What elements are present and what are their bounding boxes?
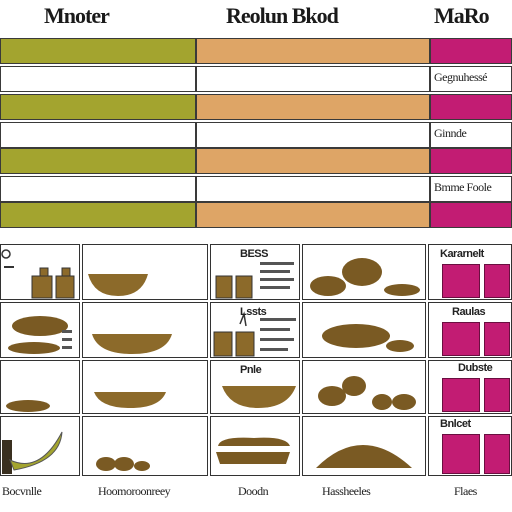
magenta-tile xyxy=(442,264,480,298)
grid-label: Lssts xyxy=(240,306,267,318)
band-cell-blank xyxy=(0,176,196,202)
band-cell-olive xyxy=(0,202,196,228)
grid-label: Raulas xyxy=(452,306,486,318)
band-cell-blank xyxy=(196,122,430,148)
food-illustration-pastries xyxy=(318,376,416,410)
food-illustration-bread xyxy=(310,258,420,296)
food-illustration-flatbread xyxy=(6,400,50,412)
band-cell-blank xyxy=(0,122,196,148)
column-header-3: MaRo xyxy=(434,3,490,28)
food-illustration-jars xyxy=(213,311,296,357)
grid-label: Pnle xyxy=(240,364,262,376)
footer-label-4: Hassheeles xyxy=(322,484,371,498)
band-cell-tan xyxy=(196,148,430,174)
band-cell-tan xyxy=(196,38,430,64)
food-illustration-jars xyxy=(1,249,75,299)
band-cell-olive xyxy=(0,148,196,174)
band-cell-tan xyxy=(196,94,430,120)
food-illustration-bowl xyxy=(92,334,172,354)
band-cell-blank xyxy=(196,66,430,92)
band-cell-olive xyxy=(0,94,196,120)
grid-label: Dubste xyxy=(458,362,493,374)
band-cell-blank xyxy=(0,66,196,92)
food-illustration-roast xyxy=(322,324,414,352)
side-label-1: Gegnuhessé xyxy=(434,70,487,84)
band-cell-blank xyxy=(196,176,430,202)
food-illustration-bowl xyxy=(88,274,148,296)
food-illustration-rolls xyxy=(96,457,150,471)
food-illustration-bowl xyxy=(94,392,166,408)
band-cell-magenta xyxy=(430,38,512,64)
food-illustration-bowl xyxy=(222,386,296,408)
column-header-2: Reolun Bkod xyxy=(226,3,339,28)
footer-label-3: Doodn xyxy=(238,484,269,498)
column-header-1: Mnoter xyxy=(44,3,110,28)
band-cell-blank xyxy=(430,66,512,92)
food-illustration-tray xyxy=(216,437,290,464)
side-label-2: Ginnde xyxy=(434,126,467,140)
band-cell-blank xyxy=(430,176,512,202)
magenta-tile xyxy=(484,264,510,298)
footer-label-5: Flaes xyxy=(454,484,477,498)
food-illustration-loaf xyxy=(8,316,72,354)
footer-label-1: Bocvnlle xyxy=(2,484,42,498)
magenta-tile xyxy=(484,322,510,356)
magenta-tile xyxy=(442,378,480,412)
band-cell-tan xyxy=(196,202,430,228)
band-cell-magenta xyxy=(430,148,512,174)
side-label-3: Bmme Foole xyxy=(434,180,492,194)
magenta-tile xyxy=(484,434,510,474)
band-cell-magenta xyxy=(430,94,512,120)
grid-cell xyxy=(82,360,208,414)
magenta-tile xyxy=(442,434,480,474)
footer-label-2: Hoomoroonreey xyxy=(98,484,171,498)
band-cell-magenta xyxy=(430,202,512,228)
food-illustration-dome xyxy=(316,445,412,468)
food-illustration-banana xyxy=(2,431,63,474)
band-cell-olive xyxy=(0,38,196,64)
grid-label: Bnlcet xyxy=(440,418,471,430)
grid-label: BESS xyxy=(240,248,268,260)
magenta-tile xyxy=(442,322,480,356)
food-illustration-jars xyxy=(215,262,294,299)
band-cell-blank xyxy=(430,122,512,148)
grid-label: Kararnelt xyxy=(440,248,484,260)
magenta-tile xyxy=(484,378,510,412)
